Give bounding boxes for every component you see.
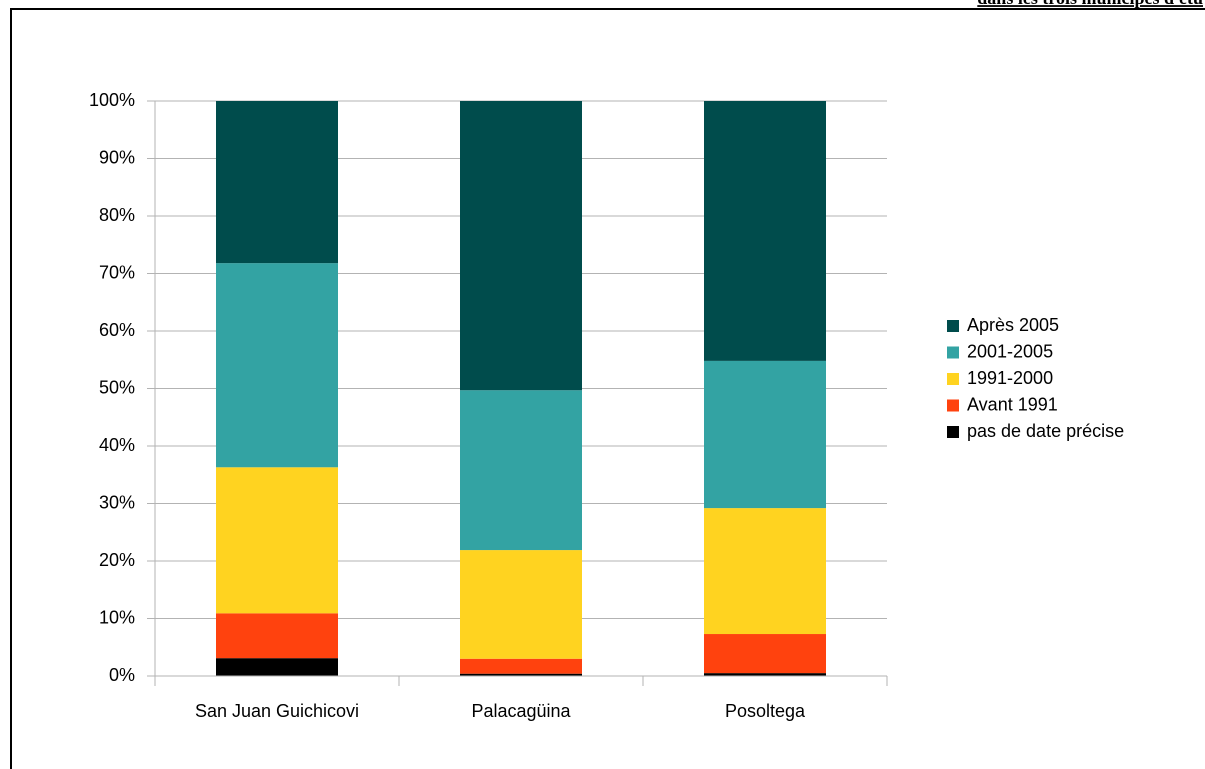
legend-label: 2001-2005 [967, 341, 1053, 361]
y-tick-label: 50% [99, 377, 135, 397]
bar-segment [216, 658, 338, 676]
caption: dans les trois municipes d'étu [977, 0, 1203, 8]
bar-segment [216, 101, 338, 264]
legend-swatch [947, 346, 959, 359]
bar-segment [460, 390, 582, 551]
bar-segment [704, 101, 826, 361]
legend-swatch [947, 426, 959, 438]
y-tick-label: 30% [99, 492, 135, 512]
legend-swatch [947, 320, 959, 332]
bar-segment [216, 263, 338, 468]
bar-segment [216, 613, 338, 659]
bar-segment [460, 658, 582, 674]
legend-swatch [947, 399, 959, 412]
legend-label: Avant 1991 [967, 394, 1058, 414]
y-tick-label: 0% [109, 665, 135, 685]
y-tick-label: 40% [99, 435, 135, 455]
x-tick-label: Palacagüina [471, 701, 571, 721]
bar-segment [704, 360, 826, 509]
y-tick-label: 90% [99, 147, 135, 167]
legend-label: pas de date précise [967, 421, 1124, 441]
bar-segment [216, 467, 338, 614]
bar-segment [704, 634, 826, 674]
legend-label: 1991-2000 [967, 368, 1053, 388]
y-tick-label: 70% [99, 262, 135, 282]
bar-segment [460, 101, 582, 391]
bar-segment [460, 673, 582, 676]
frame [10, 8, 1205, 769]
x-tick-label: Posoltega [725, 701, 806, 721]
y-tick-label: 100% [89, 90, 135, 110]
bar-segment [704, 673, 826, 676]
y-tick-label: 20% [99, 550, 135, 570]
bar-segment [704, 508, 826, 635]
y-tick-label: 80% [99, 205, 135, 225]
y-tick-label: 60% [99, 320, 135, 340]
x-tick-label: San Juan Guichicovi [195, 701, 359, 721]
y-tick-label: 10% [99, 607, 135, 627]
legend-label: Après 2005 [967, 315, 1059, 335]
bar-segment [460, 550, 582, 659]
legend-swatch [947, 373, 959, 385]
